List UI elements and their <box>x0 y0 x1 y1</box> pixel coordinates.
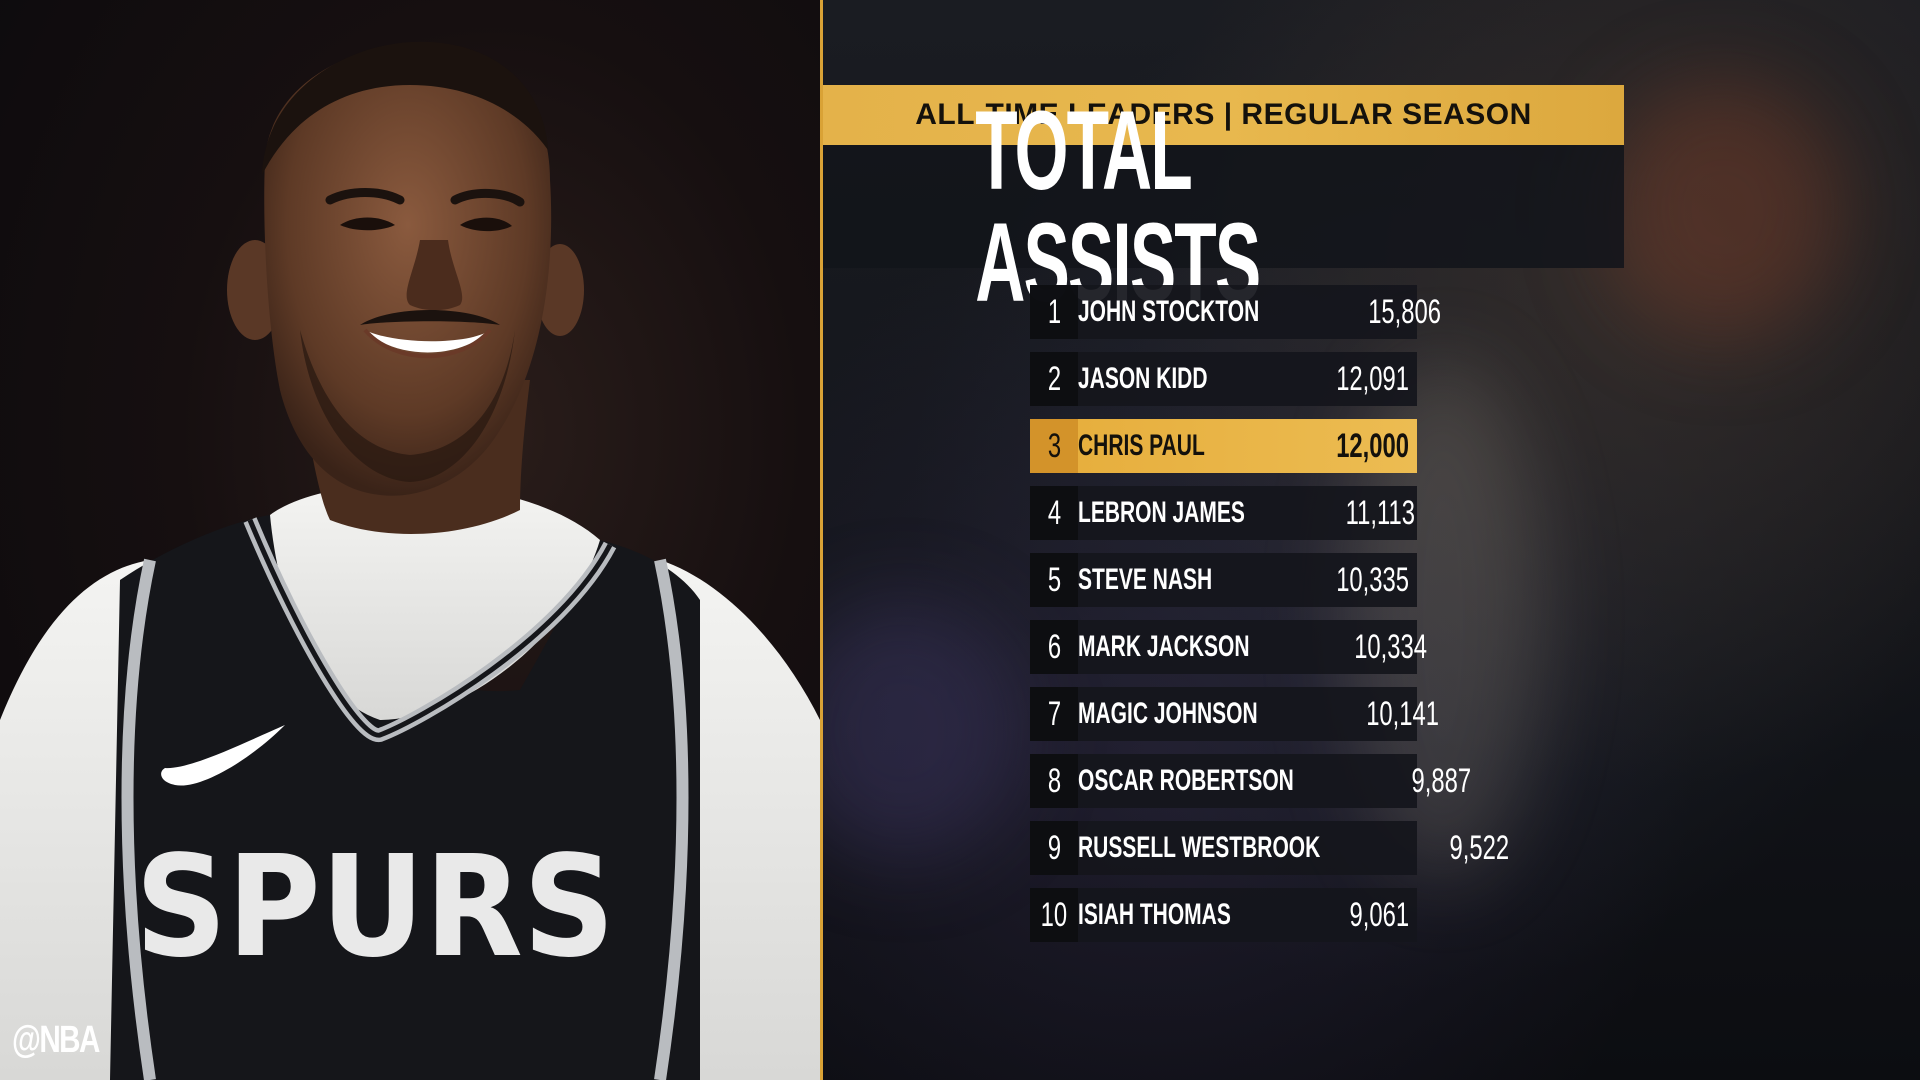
rank-number: 9 <box>1030 821 1078 875</box>
leaderboard-row: 9 RUSSELL WESTBROOK 9,522 <box>1030 821 1509 875</box>
leaderboard-row: 5 STEVE NASH 10,335 <box>1030 553 1417 607</box>
rank-number: 7 <box>1030 687 1078 741</box>
player-name: JASON KIDD <box>1078 362 1208 395</box>
rank-number: 1 <box>1030 285 1078 339</box>
assist-total: 15,806 <box>1368 292 1441 331</box>
background-glow <box>1603 80 1843 340</box>
player-name: RUSSELL WESTBROOK <box>1078 831 1321 864</box>
leaderboard-row: 8 OSCAR ROBERTSON 9,887 <box>1030 754 1471 808</box>
leaderboard-list: 1 JOHN STOCKTON 15,806 2 JASON KIDD 12,091 3 CH… <box>1030 285 1509 955</box>
rank-number: 2 <box>1030 352 1078 406</box>
nba-watermark: @NBA <box>12 1019 100 1061</box>
leaderboard-row: 6 MARK JACKSON 10,334 <box>1030 620 1427 674</box>
player-name: CHRIS PAUL <box>1078 429 1205 462</box>
player-name: JOHN STOCKTON <box>1078 295 1260 328</box>
assist-total: 10,334 <box>1354 627 1428 666</box>
assist-total: 12,091 <box>1336 359 1409 398</box>
assist-total: 10,141 <box>1365 694 1439 733</box>
rank-number: 6 <box>1030 620 1078 674</box>
rank-number: 8 <box>1030 754 1078 808</box>
leaderboard-row: 1 JOHN STOCKTON 15,806 <box>1030 285 1441 339</box>
background-glow <box>823 600 1023 860</box>
leaderboard-row: 10 ISIAH THOMAS 9,061 <box>1030 888 1417 942</box>
assist-total: 9,061 <box>1349 895 1409 934</box>
header-subtitle: ALL-TIME LEADERS | REGULAR SEASON <box>915 98 1532 131</box>
rank-number: 10 <box>1030 888 1078 942</box>
player-name: MAGIC JOHNSON <box>1078 697 1258 730</box>
leaderboard-panel: ALL-TIME LEADERS | REGULAR SEASON TOTAL … <box>823 0 1920 1080</box>
leaderboard-row: 3 CHRIS PAUL 12,000 <box>1030 419 1417 473</box>
player-name: STEVE NASH <box>1078 563 1213 596</box>
rank-number: 5 <box>1030 553 1078 607</box>
leaderboard-row: 4 LEBRON JAMES 11,113 <box>1030 486 1417 540</box>
assist-total: 10,335 <box>1336 560 1409 599</box>
title-box: TOTAL ASSISTS <box>823 94 1624 318</box>
jersey-wordmark: SPURS <box>135 826 615 989</box>
assist-total: 9,887 <box>1411 761 1472 800</box>
leaderboard-row: 2 JASON KIDD 12,091 <box>1030 352 1417 406</box>
assist-total: 12,000 <box>1336 426 1409 465</box>
assist-total: 9,522 <box>1449 828 1510 867</box>
player-photo: SPURS @NBA <box>0 0 820 1080</box>
player-name: LEBRON JAMES <box>1078 496 1245 529</box>
rank-number: 3 <box>1030 419 1078 473</box>
player-name: ISIAH THOMAS <box>1078 898 1231 931</box>
panel-divider <box>820 0 823 1080</box>
player-name: MARK JACKSON <box>1078 630 1250 663</box>
player-illustration: SPURS <box>0 41 820 1080</box>
assist-total: 11,113 <box>1346 493 1416 532</box>
rank-number: 4 <box>1030 486 1078 540</box>
leaderboard-row: 7 MAGIC JOHNSON 10,141 <box>1030 687 1439 741</box>
header-banner: ALL-TIME LEADERS | REGULAR SEASON <box>823 85 1624 145</box>
player-name: OSCAR ROBERTSON <box>1078 764 1294 797</box>
